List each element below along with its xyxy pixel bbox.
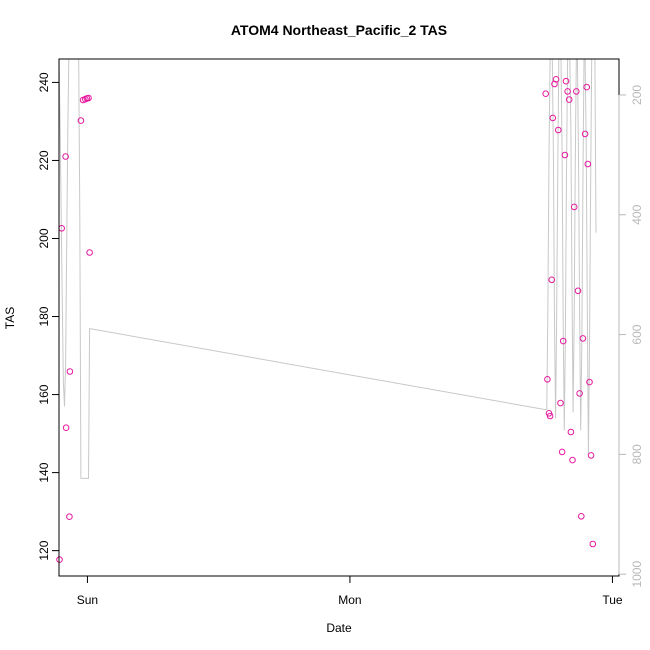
y2-tick-label: 800 (630, 444, 644, 464)
tas-data-point (562, 77, 570, 85)
y2-tick-label: 1000 (630, 561, 644, 588)
tas-data-point (62, 153, 69, 160)
y-tick-label: 240 (37, 72, 51, 92)
y-axis-label: TAS (3, 307, 17, 329)
tas-data-point (544, 376, 551, 383)
tas-data-point (574, 287, 582, 295)
tas-data-point (573, 88, 580, 95)
tas-data-point (548, 276, 556, 284)
y2-tick-label: 400 (630, 204, 644, 224)
tas-data-point (561, 151, 569, 159)
tas-data-point (86, 249, 93, 256)
tas-data-point (559, 337, 567, 345)
tas-data-point (589, 540, 597, 548)
y-axis: 120 140 160 180 200 220 240 (37, 72, 60, 561)
tas-data-point (552, 76, 560, 83)
tas-data-point (576, 390, 583, 397)
y-tick-label: 220 (37, 150, 51, 170)
tas-data-point (569, 456, 576, 464)
x-axis: Sun Mon Tue (77, 575, 623, 607)
y-tick-label: 120 (37, 540, 51, 560)
tas-data-point (85, 94, 92, 102)
y-tick-label: 200 (37, 228, 51, 248)
y-tick-label: 160 (37, 384, 51, 404)
tas-data-point (565, 96, 573, 103)
x-axis-label: Date (326, 621, 352, 635)
y2-tick-label: 600 (630, 324, 644, 344)
tas-data-point (542, 90, 550, 97)
tas-data-point (549, 114, 557, 122)
tas-data-point (77, 117, 85, 124)
y-tick-label: 140 (37, 462, 51, 482)
tas-data-point (570, 203, 578, 211)
tas-data-point (558, 448, 566, 456)
tas-data-point (62, 424, 70, 432)
tas-data-point (586, 378, 593, 386)
y-tick-label: 180 (37, 306, 51, 326)
tas-data-point (583, 83, 591, 91)
tas-data-point (66, 513, 73, 521)
tas-data-point (567, 428, 575, 436)
y2-axis: 200 400 600 800 1000 (618, 85, 644, 588)
y2-tick-label: 200 (630, 85, 644, 105)
tas-data-point (555, 126, 562, 134)
tas-data-point (564, 88, 571, 95)
x-tick-label: Sun (77, 593, 98, 607)
tas-data-point (581, 130, 589, 138)
tas-data-point (546, 412, 554, 420)
tas-data-point (66, 368, 74, 375)
tas-data-point (579, 335, 587, 342)
tas-data-point (587, 452, 595, 459)
x-tick-label: Mon (338, 593, 361, 607)
tas-data-point (557, 399, 564, 407)
chart-title: ATOM4 Northeast_Pacific_2 TAS (231, 22, 447, 38)
tas-data-point (578, 513, 585, 520)
tas-data-point (584, 160, 592, 168)
x-tick-label: Tue (602, 593, 623, 607)
